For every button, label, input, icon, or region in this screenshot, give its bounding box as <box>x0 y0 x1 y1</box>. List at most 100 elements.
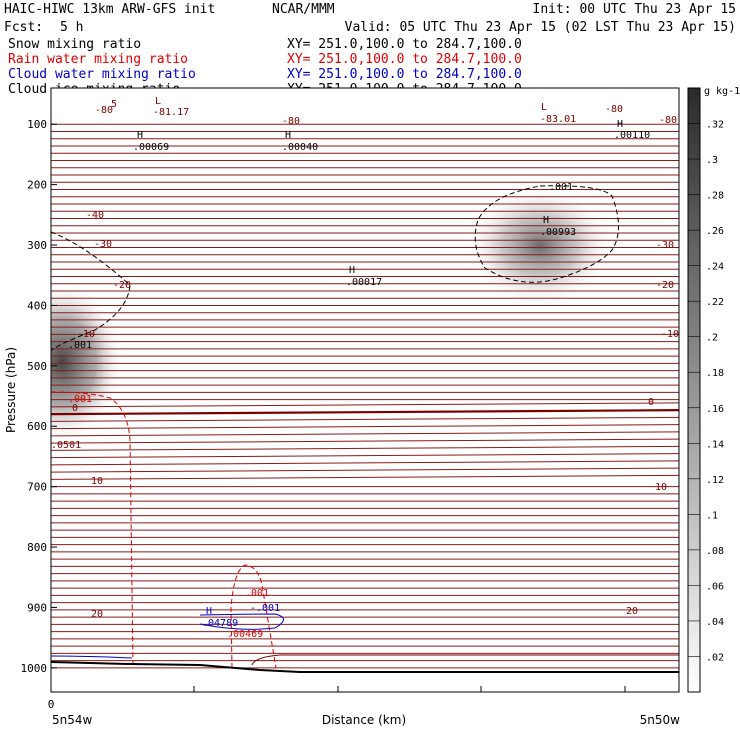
temp-label-m10-a: -10 <box>77 329 95 340</box>
colorbar-tick-label-13: .28 <box>706 191 724 202</box>
x-axis: 0 5n54w Distance (km) 5n50w <box>48 686 680 727</box>
cloud-ice-contour-left <box>51 231 131 351</box>
temp-contour <box>51 416 679 422</box>
temp-label-0-a: 0 <box>72 403 78 414</box>
temperature-contours <box>51 123 679 669</box>
temp-label-m80-c: -80 <box>605 104 623 115</box>
cloud-ice-label-left: .001 <box>68 340 92 351</box>
temp-contour <box>51 474 679 480</box>
y-tick-label-700: 700 <box>27 481 47 494</box>
temp-label-m10-b: -10 <box>661 329 679 340</box>
colorbar-tick-label-4: .1 <box>706 510 718 521</box>
colorbar-tick-label-2: .06 <box>706 581 724 592</box>
temp-contour <box>51 460 679 466</box>
cloud-ice-contour-right <box>474 185 619 283</box>
y-axis-label: Pressure (hPa) <box>4 347 18 433</box>
temp-label-m20-b: -20 <box>656 280 674 291</box>
edge-label: .0501 <box>51 440 81 451</box>
y-tick-label-1000: 1000 <box>21 662 48 675</box>
rain-label-low: .001 <box>245 588 269 599</box>
colorbar-units: g kg-1 <box>704 86 740 97</box>
high-marker-3: H <box>617 119 623 130</box>
colorbar-tick-label-5: .12 <box>706 475 724 486</box>
high-value-4: .00993 <box>540 227 576 238</box>
temp-label-10-b: 10 <box>655 482 667 493</box>
temp-contour <box>51 445 679 451</box>
x-end-label-right: 5n50w <box>640 713 681 727</box>
colorbar-tick-label-14: .3 <box>706 155 718 166</box>
colorbar <box>687 87 701 693</box>
field-xy-0: XY= 251.0,100.0 to 284.7,100.0 <box>287 37 522 52</box>
low-value-2: -83.01 <box>540 114 576 125</box>
contour-labels: -80 -80 -80 -80 -40 -30 -30 -20 -20 -10 … <box>51 96 679 640</box>
high-marker-4: H <box>543 215 549 226</box>
high-marker-5: H <box>349 265 355 276</box>
low-marker-1: L <box>155 96 161 107</box>
terrain-line <box>51 661 679 673</box>
colorbar-tick-label-7: .16 <box>706 404 724 415</box>
colorbar-tick-label-1: .04 <box>706 617 724 628</box>
high-marker-6: H <box>206 606 212 617</box>
header-center: NCAR/MMM <box>272 2 335 17</box>
temp-contour <box>51 402 679 408</box>
high-marker-2: H <box>285 130 291 141</box>
colorbar-tick-label-15: .32 <box>706 120 724 131</box>
y-tick-label-500: 500 <box>27 360 47 373</box>
cloud-ice-label-right: .001 <box>549 182 573 193</box>
cloud-water-label: -.001 <box>250 603 280 614</box>
temp-label-10-a: 10 <box>91 476 103 487</box>
y-tick-label-600: 600 <box>27 420 47 433</box>
header-init: Init: 00 UTC Thu 23 Apr 15 <box>533 2 737 17</box>
y-tick-label-800: 800 <box>27 541 47 554</box>
low-marker-2: L <box>541 102 547 113</box>
rain-water-contour-left <box>51 391 134 666</box>
colorbar-tick-label-11: .24 <box>706 262 724 273</box>
temp-contour <box>51 467 679 473</box>
temp-label-m30-a: -30 <box>94 239 112 250</box>
y-tick-label-200: 200 <box>27 179 47 192</box>
field-name-2: Cloud water mixing ratio <box>8 67 196 82</box>
temp-contour <box>51 453 679 459</box>
field-name-1: Rain water mixing ratio <box>8 52 188 67</box>
temp-label-m80-b: -80 <box>282 116 300 127</box>
y-tick-label-100: 100 <box>27 118 47 131</box>
x-end-label-left: 5n54w <box>52 713 93 727</box>
temp-label-20-b: 20 <box>626 606 638 617</box>
colorbar-tick-label-12: .26 <box>706 226 724 237</box>
temp-contour <box>51 431 679 437</box>
colorbar-tick-label-8: .18 <box>706 368 724 379</box>
header-fcst-value: 5 h <box>60 20 83 35</box>
low-value-1: -81.17 <box>153 107 189 118</box>
y-tick-label-900: 900 <box>27 601 47 614</box>
high-value-3: .00110 <box>614 130 650 141</box>
header-valid: Valid: 05 UTC Thu 23 Apr 15 (02 LST Thu … <box>345 20 736 35</box>
temp-label-m80-a: -80 <box>95 105 113 116</box>
field-xy-1: XY= 251.0,100.0 to 284.7,100.0 <box>287 52 522 67</box>
y-axis: 100 200 300 400 500 600 700 800 900 1000 <box>21 118 57 675</box>
temp-label-m80-d: -80 <box>659 115 677 126</box>
temp-label-m20-a: -20 <box>113 280 131 291</box>
temp-contour <box>51 409 679 416</box>
rain-value-low: .00469 <box>227 629 263 640</box>
high-value-1: .00069 <box>133 142 169 153</box>
high-marker-1: H <box>137 130 143 141</box>
rain-label-left: .001 <box>68 394 92 405</box>
plot-frame <box>50 87 680 693</box>
x-axis-label: Distance (km) <box>322 713 406 727</box>
cloud-water-contour-surface <box>51 655 133 659</box>
plot-background <box>51 88 679 692</box>
snow-shading-left <box>51 282 124 442</box>
colorbar-tick-label-9: .2 <box>706 333 718 344</box>
temp-contour <box>51 438 679 444</box>
temp-label-0-b: 0 <box>648 397 654 408</box>
x-tick-label-0: 0 <box>48 698 55 711</box>
low-level-label: 5 <box>111 99 117 110</box>
temp-label-20-a: 20 <box>91 609 103 620</box>
y-tick-label-300: 300 <box>27 239 47 252</box>
high-value-5: .00017 <box>346 277 382 288</box>
high-value-6: .04789 <box>202 618 238 629</box>
temp-label-m30-b: -30 <box>656 240 674 251</box>
temp-contour <box>51 424 679 430</box>
rain-water-contour-low <box>230 564 277 669</box>
